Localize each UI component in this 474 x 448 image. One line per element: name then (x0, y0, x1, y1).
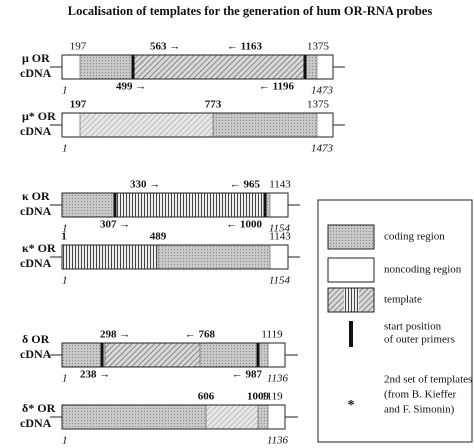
legend-template-swatch (359, 288, 374, 312)
position-label: 1 (62, 223, 68, 235)
position-label: 1154 (269, 275, 291, 287)
segment (258, 405, 268, 429)
position-label: 1 (62, 143, 68, 155)
segment (133, 55, 305, 79)
primer-bar (131, 55, 135, 79)
position-label: 1473 (311, 143, 334, 155)
position-label: 1 (62, 85, 68, 97)
position-label: 489 (150, 231, 167, 243)
legend-coding: coding region (384, 231, 445, 243)
position-label: ← 965 (230, 179, 261, 191)
legend-template: template (384, 294, 422, 306)
position-label: ← 1196 (259, 81, 295, 93)
title: Localisation of templates for the genera… (68, 4, 433, 18)
legend-asterisk: * (348, 398, 355, 413)
primer-bar (256, 343, 260, 367)
position-label: 1375 (307, 99, 330, 111)
primer-bar (113, 193, 117, 217)
position-label: 1 (62, 373, 68, 385)
position-label: ← 987 (232, 369, 263, 381)
position-label: 330 → (130, 179, 160, 191)
segment (62, 193, 115, 217)
position-label: 1154 (269, 223, 291, 235)
construct-sub: cDNA (20, 66, 52, 80)
segment (62, 245, 158, 269)
legend-second: (from B. Kieffer (384, 389, 457, 401)
segment (80, 113, 213, 137)
segment (265, 193, 270, 217)
construct-name: κ* OR (22, 241, 56, 255)
legend-box (317, 199, 473, 443)
position-label: 1119 (261, 329, 283, 341)
position-label: 563 → (150, 41, 180, 53)
segment (213, 113, 317, 137)
segment (62, 343, 105, 367)
legend-second: and F. Simonin) (384, 404, 455, 416)
position-label: 1143 (269, 231, 291, 243)
legend-coding-swatch (327, 224, 375, 250)
primer-bar (263, 193, 267, 217)
legend-template-swatch (344, 288, 359, 312)
position-label: 307 → (100, 219, 130, 231)
construct-name: δ* OR (22, 401, 56, 415)
construct-sub: cDNA (20, 124, 52, 138)
legend-primer: of outer primers (384, 334, 455, 346)
segment (258, 343, 268, 367)
construct-name: μ* OR (22, 109, 56, 123)
position-label: 1009 (247, 391, 270, 403)
segment (200, 343, 258, 367)
construct-bar (61, 192, 289, 218)
construct-sub: cDNA (20, 416, 52, 430)
position-label: 197 (70, 41, 87, 53)
construct-bar (61, 244, 289, 270)
position-label: 298 → (100, 329, 130, 341)
position-label: 499 → (116, 81, 146, 93)
construct-name: κ OR (22, 189, 50, 203)
construct-bar (61, 404, 286, 430)
position-label: 1136 (267, 373, 289, 385)
position-label: 1143 (269, 179, 291, 191)
position-label: 1 (61, 231, 67, 243)
segment (115, 193, 265, 217)
segment (305, 55, 317, 79)
segment (62, 405, 206, 429)
primer-bar (303, 55, 307, 79)
construct-name: μ OR (22, 51, 50, 65)
legend-noncoding-swatch (327, 257, 375, 283)
segment (80, 55, 133, 79)
segment (206, 405, 258, 429)
segment (105, 343, 200, 367)
construct-bar (61, 54, 334, 80)
position-label: 1 (62, 275, 68, 287)
legend-second: 2nd set of templates (384, 374, 472, 386)
legend-noncoding: noncoding region (384, 264, 462, 276)
construct-name: δ OR (22, 332, 50, 346)
position-label: 1136 (267, 435, 289, 447)
construct-sub: cDNA (20, 256, 52, 270)
construct-sub: cDNA (20, 347, 52, 361)
legend-primer-bar (349, 321, 353, 347)
position-label: 1119 (261, 391, 283, 403)
legend-primer: start position (384, 321, 442, 333)
construct-bar (61, 342, 286, 368)
position-label: ← 768 (185, 329, 216, 341)
position-label: 1 (62, 435, 68, 447)
position-label: 773 (205, 99, 222, 111)
legend-template-swatch (327, 287, 375, 313)
position-label: 197 (70, 99, 87, 111)
position-label: ← 1163 (227, 41, 263, 53)
segment (158, 245, 270, 269)
construct-sub: cDNA (20, 204, 52, 218)
primer-bar (100, 343, 104, 367)
position-label: 238 → (80, 369, 110, 381)
position-label: ← 1000 (226, 219, 262, 231)
construct-bar (61, 112, 334, 138)
position-label: 1375 (307, 41, 330, 53)
legend-template-swatch (328, 288, 344, 312)
position-label: 1473 (311, 85, 334, 97)
position-label: 606 (198, 391, 215, 403)
